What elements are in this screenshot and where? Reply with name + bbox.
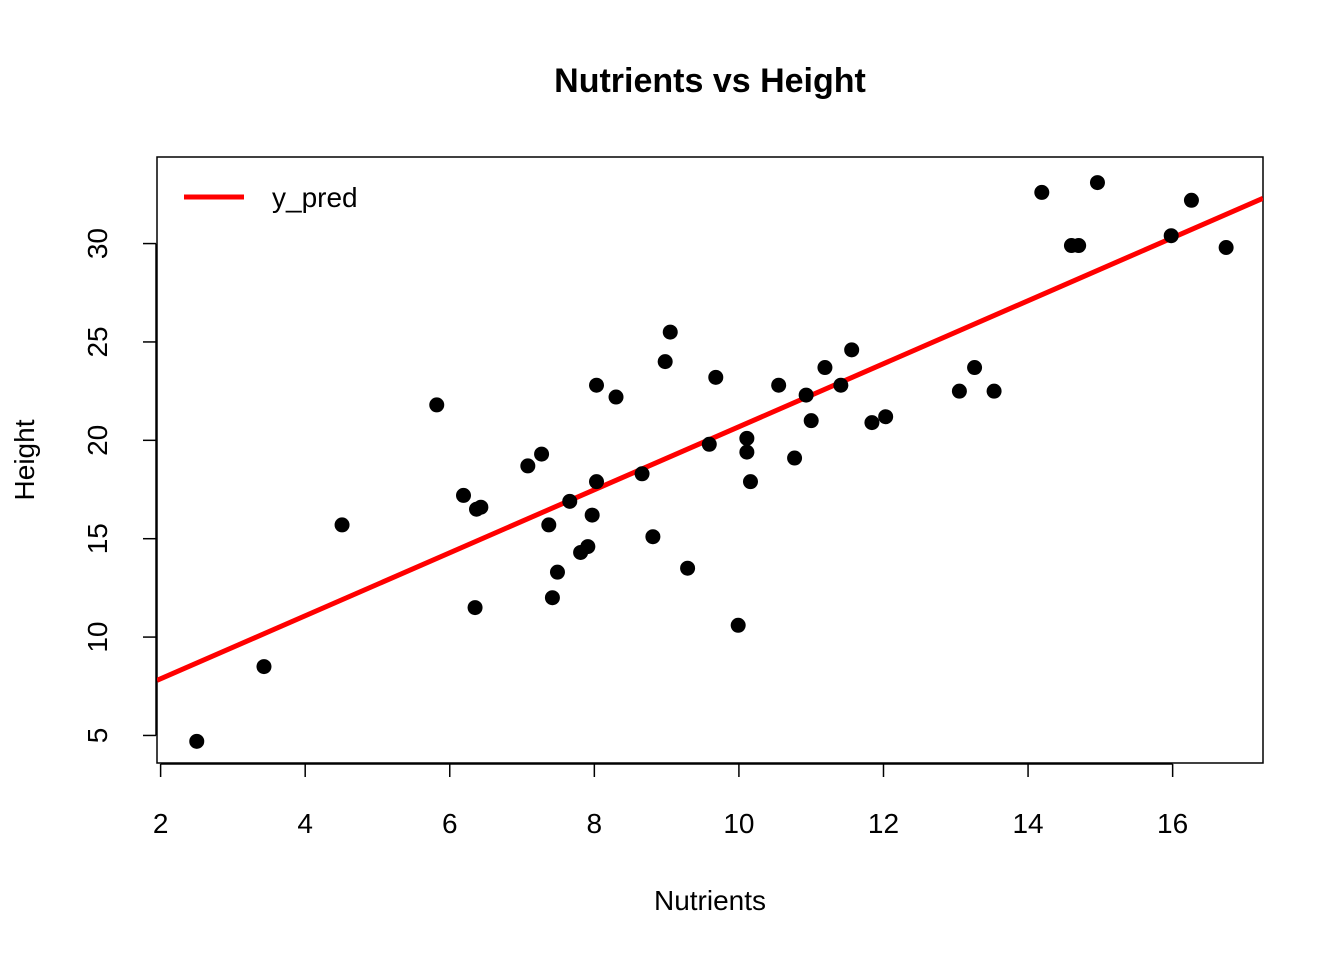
y-tick-label: 15 bbox=[82, 523, 113, 554]
legend: y_pred bbox=[184, 182, 358, 213]
data-point bbox=[541, 517, 557, 533]
data-point bbox=[589, 474, 605, 490]
data-point bbox=[429, 397, 445, 413]
x-tick-label: 14 bbox=[1012, 808, 1043, 839]
data-point bbox=[864, 415, 880, 431]
y-axis: 5 10 15 20 25 30 bbox=[82, 228, 157, 744]
x-axis-title: Nutrients bbox=[654, 885, 766, 916]
data-point bbox=[189, 733, 205, 749]
x-tick-label: 12 bbox=[868, 808, 899, 839]
data-point bbox=[467, 600, 483, 616]
y-tick-label: 5 bbox=[82, 728, 113, 744]
data-point bbox=[256, 659, 272, 675]
x-tick-label: 2 bbox=[153, 808, 169, 839]
chart-title: Nutrients vs Height bbox=[554, 62, 866, 100]
data-point bbox=[1071, 238, 1087, 254]
data-point bbox=[986, 383, 1002, 399]
y-tick-label: 20 bbox=[82, 425, 113, 456]
x-tick-label: 10 bbox=[723, 808, 754, 839]
data-point bbox=[951, 383, 967, 399]
data-point bbox=[708, 369, 724, 385]
y-axis-title: Height bbox=[9, 419, 40, 500]
data-point bbox=[549, 564, 565, 580]
data-point bbox=[1163, 228, 1179, 244]
data-point bbox=[817, 360, 833, 376]
x-tick-label: 6 bbox=[442, 808, 458, 839]
data-point bbox=[730, 617, 746, 633]
plot-frame bbox=[156, 156, 1264, 764]
y-tick-label: 30 bbox=[82, 228, 113, 259]
data-point bbox=[645, 529, 661, 545]
data-point bbox=[680, 560, 696, 576]
data-point bbox=[584, 507, 600, 523]
data-point bbox=[608, 389, 624, 405]
data-point bbox=[657, 354, 673, 370]
data-point bbox=[544, 590, 560, 606]
data-point bbox=[1183, 192, 1199, 208]
points-layer bbox=[189, 175, 1234, 749]
data-point bbox=[1034, 184, 1050, 200]
x-tick-label: 16 bbox=[1157, 808, 1188, 839]
data-point bbox=[473, 499, 489, 515]
data-point bbox=[739, 430, 755, 446]
data-point bbox=[833, 377, 849, 393]
data-point bbox=[771, 377, 787, 393]
data-point bbox=[1218, 240, 1234, 256]
data-point bbox=[967, 360, 983, 376]
data-point bbox=[798, 387, 814, 403]
data-point bbox=[739, 444, 755, 460]
data-point bbox=[580, 539, 596, 555]
data-point bbox=[878, 409, 894, 425]
data-point bbox=[534, 446, 550, 462]
x-tick-label: 8 bbox=[587, 808, 603, 839]
y-tick-label: 25 bbox=[82, 326, 113, 357]
data-point bbox=[844, 342, 860, 358]
data-point bbox=[742, 474, 758, 490]
data-point bbox=[589, 377, 605, 393]
data-point bbox=[787, 450, 803, 466]
y-tick-label: 10 bbox=[82, 621, 113, 652]
data-point bbox=[520, 458, 536, 474]
x-tick-label: 4 bbox=[297, 808, 313, 839]
data-point bbox=[455, 487, 471, 503]
legend-label-y-pred: y_pred bbox=[272, 182, 358, 213]
data-point bbox=[1089, 175, 1105, 191]
data-point bbox=[634, 466, 650, 482]
data-point bbox=[803, 413, 819, 429]
data-point bbox=[562, 493, 578, 509]
data-point bbox=[662, 324, 678, 340]
data-point bbox=[334, 517, 350, 533]
x-axis: 2 4 6 8 10 12 14 16 bbox=[153, 763, 1188, 839]
data-point bbox=[701, 436, 717, 452]
